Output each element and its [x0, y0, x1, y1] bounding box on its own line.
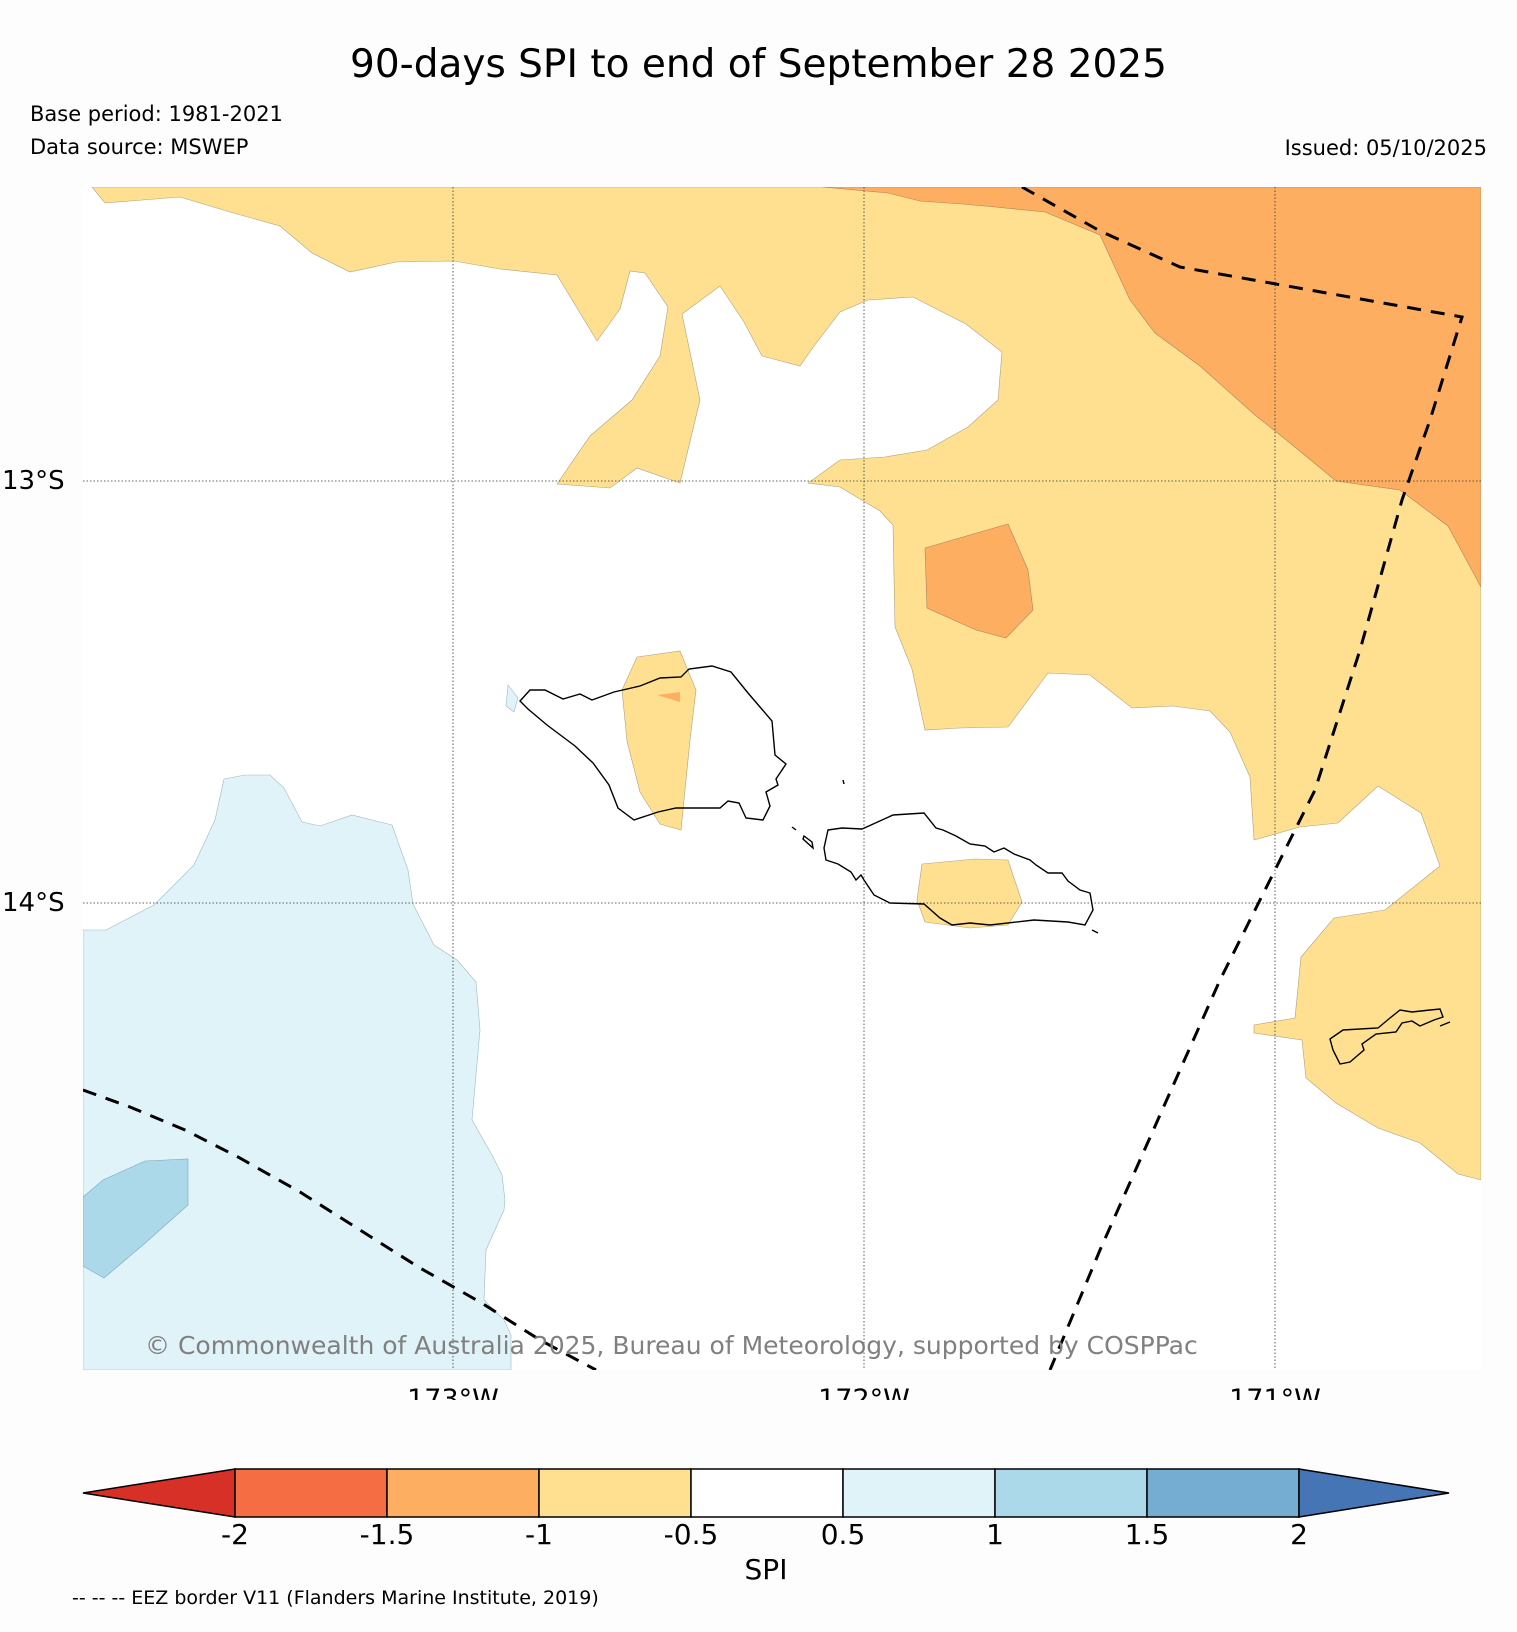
issued-date-text: Issued: 05/10/2025	[1284, 136, 1487, 160]
savaii-coastline	[519, 665, 787, 821]
colorbar-tick: -2	[221, 1518, 249, 1551]
spi-colorbar	[82, 1468, 1450, 1518]
base-period-text: Base period: 1981-2021	[30, 102, 283, 126]
spi-map: 13°S 14°S 173°W 172°W 171°W	[2, 187, 1481, 1400]
spi-region-wet-small	[505, 684, 519, 713]
colorbar-bin-5	[842, 1468, 996, 1518]
manono-island	[802, 834, 815, 850]
spi-region-very-dry-center	[924, 523, 1034, 639]
colorbar-tick: 1.5	[1124, 1518, 1170, 1551]
colorbar-bin-1	[234, 1468, 388, 1518]
eez-legend-note: -- -- -- EEZ border V11 (Flanders Marine…	[72, 1587, 599, 1609]
lon-label-173w: 173°W	[407, 1384, 499, 1400]
colorbar-tick: -1	[525, 1518, 553, 1551]
colorbar-tick: 0.5	[820, 1518, 866, 1551]
upolu-coastline	[823, 812, 1094, 926]
map-title: 90-days SPI to end of September 28 2025	[350, 42, 1167, 87]
data-source-text: Data source: MSWEP	[30, 135, 249, 159]
american-samoa-coastline	[1329, 1008, 1444, 1065]
colorbar-extend-high	[1298, 1468, 1450, 1518]
colorbar-bin-6	[994, 1468, 1148, 1518]
colorbar-bin-4	[690, 1468, 844, 1518]
coastlines	[519, 665, 1451, 1065]
spi-region-very-dry-small	[657, 692, 680, 702]
colorbar-tick: 1	[986, 1518, 1004, 1551]
spi-region-dry-upolu	[916, 858, 1023, 929]
spi-region-very-dry-northeast	[821, 187, 1481, 588]
map-gridlines	[83, 187, 1481, 1370]
colorbar-tick: -1.5	[359, 1518, 415, 1551]
lat-label-13s: 13°S	[2, 466, 65, 496]
colorbar-bin-3	[538, 1468, 692, 1518]
spi-region-dry-north	[91, 187, 1481, 1181]
lat-label-14s: 14°S	[2, 888, 65, 918]
spi-region-very-wet-southwest	[83, 1158, 189, 1279]
eez-border	[83, 187, 1464, 1370]
colorbar-extend-low	[82, 1468, 236, 1518]
lon-label-172w: 172°W	[818, 1384, 910, 1400]
colorbar-bin-2	[386, 1468, 540, 1518]
spi-region-wet-southwest	[83, 774, 512, 1370]
colorbar-bin-7	[1146, 1468, 1300, 1518]
copyright-text: © Commonwealth of Australia 2025, Bureau…	[145, 1331, 1198, 1360]
lon-label-171w: 171°W	[1229, 1384, 1321, 1400]
colorbar-tick: 2	[1290, 1518, 1308, 1551]
colorbar-tick: -0.5	[663, 1518, 719, 1551]
colorbar-label: SPI	[744, 1553, 788, 1586]
